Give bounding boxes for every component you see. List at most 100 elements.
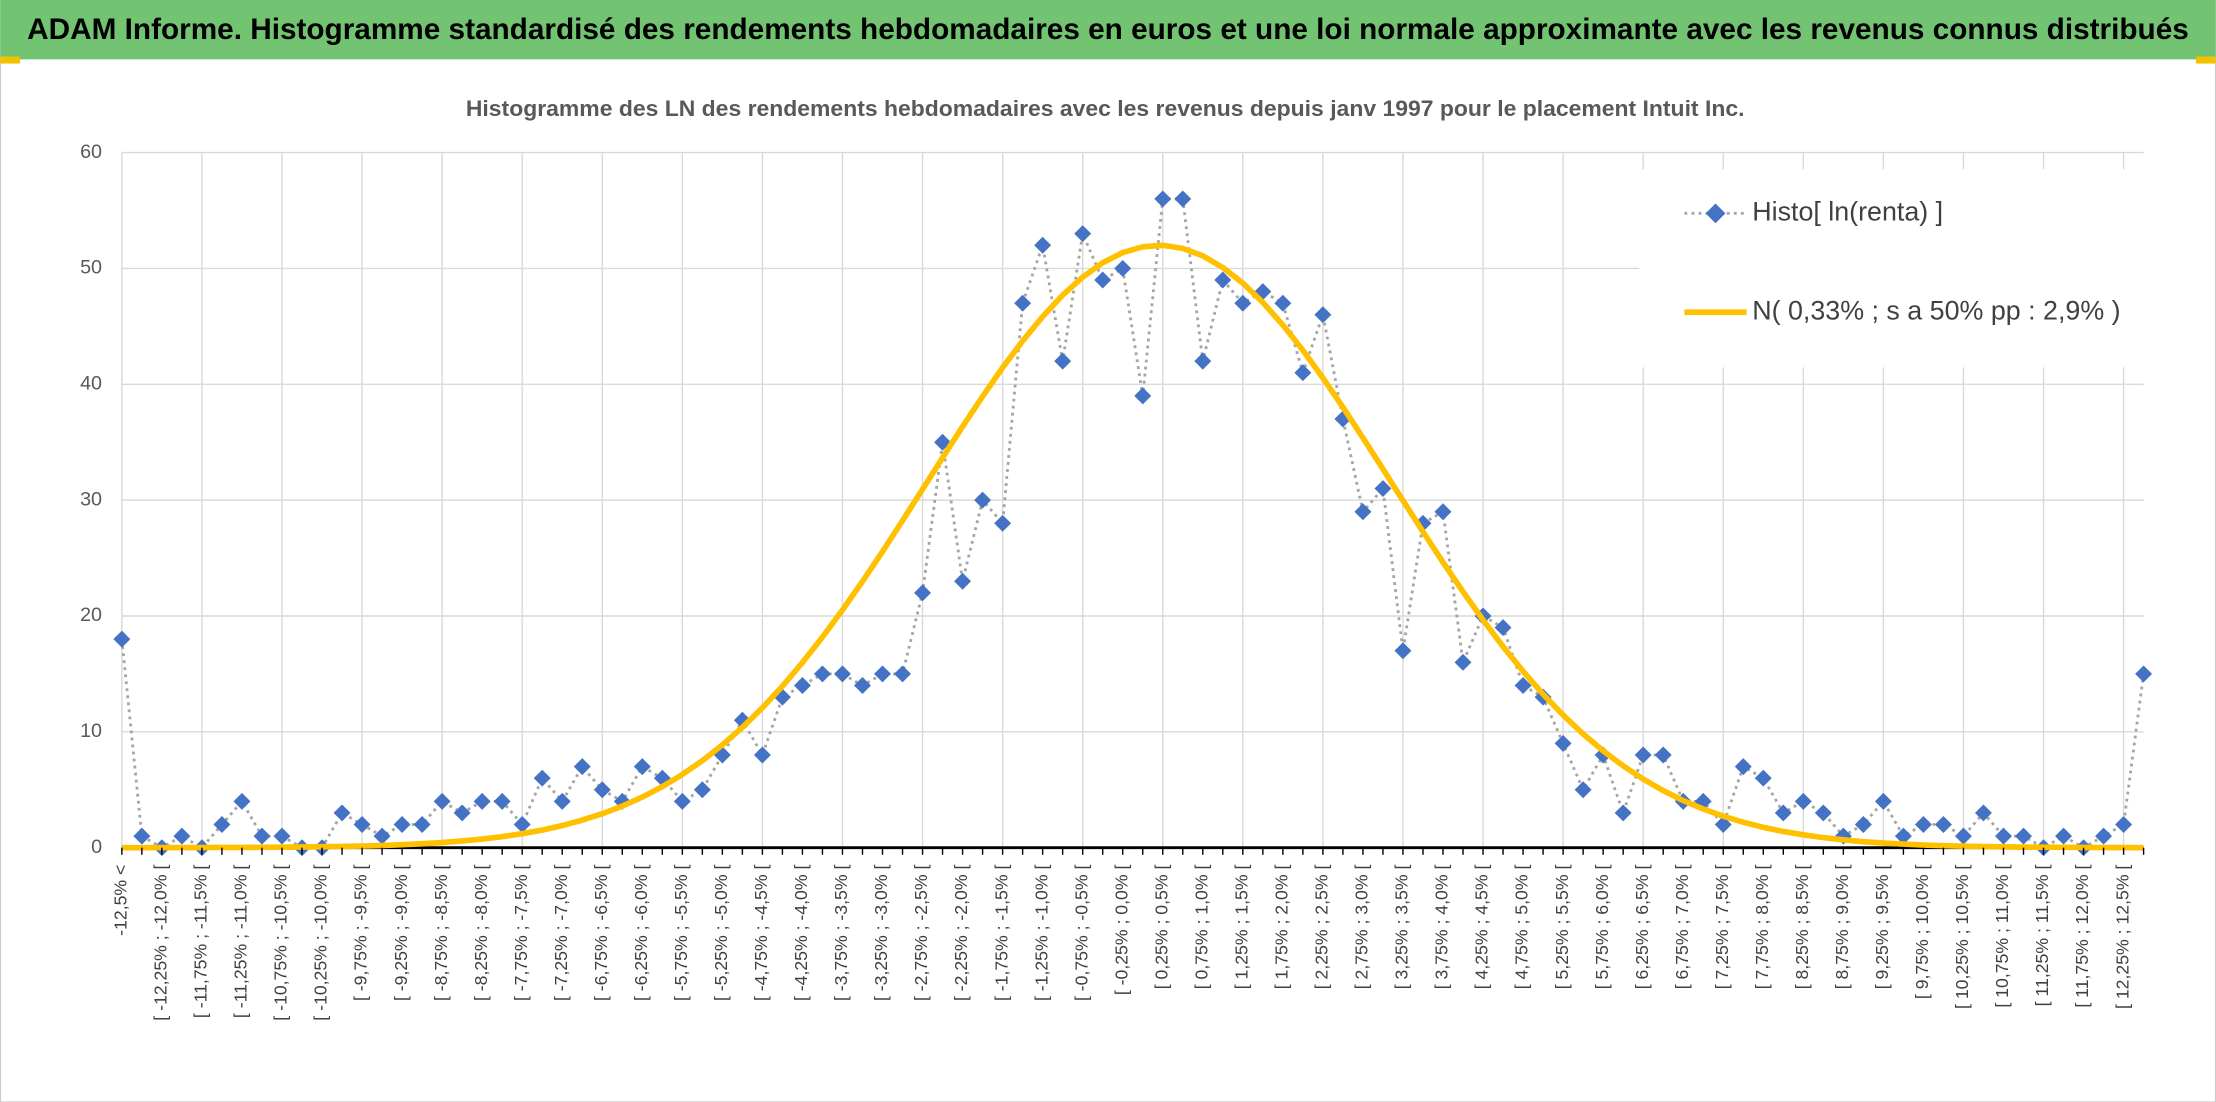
- data-point: [273, 827, 291, 845]
- data-point: [793, 677, 811, 694]
- grid: 0 10 20 30 40 50 60: [80, 141, 2144, 858]
- data-point: [954, 572, 972, 590]
- x-tick-label: [ 1,25% ; 1,5% [: [1231, 865, 1251, 990]
- x-tick-label: [ -0,75% ; -0,5% [: [1071, 865, 1091, 1001]
- data-point: [914, 584, 932, 602]
- y-tick-label: 50: [80, 257, 102, 279]
- y-tick-label: 20: [80, 604, 102, 626]
- x-tick-label: [ -8,25% ; -8,0% [: [471, 865, 491, 1001]
- data-point: [1314, 306, 1332, 324]
- data-point: [673, 792, 691, 810]
- data-point: [453, 804, 471, 822]
- data-point: [2015, 827, 2032, 845]
- data-point: [753, 746, 771, 764]
- x-tick-label: [ 8,25% ; 8,5% [: [1792, 865, 1812, 990]
- data-point: [1294, 364, 1312, 382]
- x-tick-label: [ 8,75% ; 9,0% [: [1832, 865, 1852, 990]
- data-point: [573, 758, 591, 776]
- data-point: [1934, 816, 1952, 833]
- legend-box: [1639, 169, 2148, 368]
- banner: [0, 0, 2216, 60]
- data-point: [1434, 503, 1452, 521]
- x-tick-label: [ 6,75% ; 7,0% [: [1672, 865, 1692, 990]
- x-tick-label: [ 4,75% ; 5,0% [: [1512, 865, 1532, 990]
- data-point: [854, 677, 871, 694]
- x-tick-label: [ 5,25% ; 5,5% [: [1552, 865, 1572, 990]
- x-tick-label: [ 10,25% ; 10,5% [: [1952, 865, 1972, 1009]
- x-tick-label: [ 0,25% ; 0,5% [: [1151, 865, 1171, 990]
- data-point: [1034, 236, 1052, 254]
- data-point: [1774, 804, 1792, 822]
- x-tick-label: [ -2,25% ; -2,0% [: [951, 865, 971, 1001]
- banner-accent: [2195, 56, 2216, 64]
- data-point: [1854, 816, 1872, 833]
- x-tick-label: [ -4,75% ; -4,5% [: [751, 865, 771, 1001]
- data-point: [1454, 653, 1472, 671]
- data-point: [1354, 503, 1372, 521]
- data-point: [833, 665, 851, 683]
- legend: Histo[ ln(renta) ] N( 0,33% ; s a 50% pp …: [1639, 169, 2148, 368]
- data-point: [1554, 734, 1572, 752]
- data-point: [1094, 271, 1112, 289]
- data-point: [1134, 387, 1152, 405]
- data-point: [593, 781, 611, 799]
- legend-label: N( 0,33% ; s a 50% pp : 2,9% ): [1752, 295, 2120, 325]
- data-point: [1794, 792, 1812, 810]
- x-tick-label: [ -12,25% ; -12,0% [: [151, 865, 171, 1021]
- x-tick-label: [ 11,75% ; 12,0% [: [2072, 865, 2092, 1008]
- data-point: [333, 804, 351, 822]
- data-point: [553, 792, 571, 810]
- x-tick-label: [ -6,75% ; -6,5% [: [591, 865, 611, 1001]
- data-point: [253, 827, 271, 845]
- data-point: [874, 665, 891, 683]
- data-point: [994, 514, 1012, 532]
- x-tick-label: [ -1,75% ; -1,5% [: [991, 865, 1011, 1001]
- y-tick-label: 40: [80, 373, 102, 395]
- data-point: [1214, 271, 1232, 289]
- x-tick-label: [ -0,25% ; 0,0% [: [1111, 865, 1131, 996]
- y-tick-label: 0: [91, 836, 102, 858]
- x-tick-label: [ 4,25% ; 4,5% [: [1472, 865, 1492, 990]
- x-tick-label: [ -5,25% ; -5,0% [: [711, 865, 731, 1001]
- x-tick-label: [ 2,75% ; 3,0% [: [1352, 865, 1372, 990]
- x-tick-label: [ -11,25% ; -11,0% [: [231, 865, 251, 1019]
- data-point: [2055, 827, 2073, 845]
- data-point: [433, 792, 451, 810]
- data-point: [173, 827, 191, 845]
- x-tick-label: [ -10,25% ; -10,0% [: [311, 865, 331, 1021]
- x-tick-label: [ 10,75% ; 11,0% [: [1992, 865, 2012, 1008]
- data-point: [2135, 665, 2153, 683]
- data-point: [1154, 190, 1172, 208]
- data-point: [894, 665, 912, 683]
- data-point: [373, 827, 391, 845]
- data-point: [1754, 769, 1772, 787]
- data-point: [1974, 804, 1992, 822]
- x-tick-label: [ -1,25% ; -1,0% [: [1031, 865, 1051, 1001]
- data-point: [1234, 294, 1252, 312]
- x-tick-label: [ -7,75% ; -7,5% [: [511, 865, 531, 1001]
- x-tick-label: [ -8,75% ; -8,5% [: [431, 865, 451, 1001]
- data-point: [473, 792, 491, 810]
- x-tick-label: [ -2,75% ; -2,5% [: [911, 865, 931, 1001]
- x-tick-label: [ 9,75% ; 10,0% [: [1912, 865, 1932, 1000]
- x-tick-label: [ 7,25% ; 7,5% [: [1712, 865, 1732, 990]
- data-point: [213, 816, 231, 833]
- data-point: [533, 769, 551, 787]
- x-tick-label: [ 3,75% ; 4,0% [: [1432, 865, 1452, 990]
- x-tick-label: [ 1,75% ; 2,0% [: [1272, 865, 1292, 990]
- data-point: [1914, 816, 1932, 833]
- data-point: [113, 630, 131, 648]
- x-tick-label: [ 5,75% ; 6,0% [: [1592, 865, 1612, 990]
- x-tick-label: [ 0,75% ; 1,0% [: [1191, 865, 1211, 990]
- x-tick-label: [ 11,25% ; 11,5% [: [2032, 865, 2052, 1007]
- series-line: [121, 242, 2144, 851]
- y-tick-label: 30: [80, 488, 102, 510]
- x-axis: -12,5% < [ -12,25% ; -12,0% [[ -11,75% ; …: [111, 847, 2145, 1021]
- data-point: [1874, 792, 1892, 810]
- legend-label: Histo[ ln(renta) ]: [1752, 196, 1943, 226]
- data-point: [1894, 827, 1912, 845]
- x-tick-label: [ -11,75% ; -11,5% [: [191, 865, 211, 1019]
- data-point: [1014, 294, 1032, 312]
- data-point: [1954, 827, 1972, 845]
